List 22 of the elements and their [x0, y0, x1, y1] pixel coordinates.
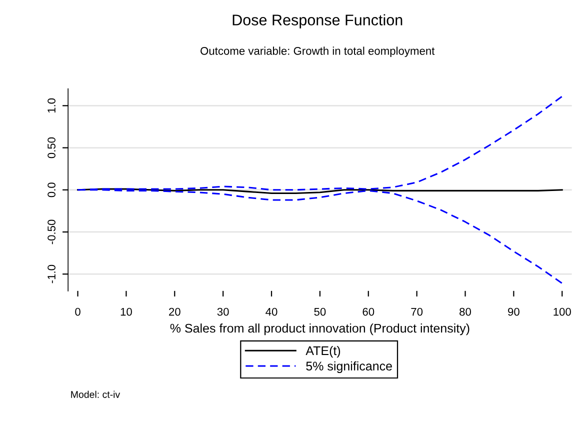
x-tick-label: 30 — [217, 308, 229, 316]
x-tick-label: 50 — [314, 308, 326, 316]
x-tick-label: 40 — [266, 308, 278, 316]
x-tick-label: 80 — [460, 308, 471, 316]
y-tick-label: -1.0 — [48, 264, 56, 284]
x-tick-label: 100 — [554, 308, 571, 316]
legend-label: ATE(t) — [306, 346, 340, 358]
x-tick-label: 70 — [411, 308, 423, 316]
x-tick-label: 0 — [75, 308, 80, 316]
x-tick-label: 10 — [120, 308, 132, 316]
chart-title: Dose Response Function — [232, 14, 402, 28]
text: Model: ct-iv — [71, 390, 120, 398]
legend-label: 5% significance — [306, 361, 392, 373]
x-tick-label: 90 — [508, 308, 520, 316]
y-tick-label: 0.0 — [48, 182, 56, 198]
x-tick-label: 60 — [362, 308, 374, 316]
x-tick-label: 20 — [169, 308, 180, 316]
y-tick-label: 0.50 — [48, 137, 56, 158]
chart-subtitle: Outcome variable: Growth in total eomployment — [200, 46, 435, 58]
x-axis-title: % Sales from all product innovation (Product intensity) — [170, 323, 470, 336]
y-tick-label: -0.50 — [48, 220, 56, 244]
y-tick-label: 1.0 — [48, 98, 56, 113]
